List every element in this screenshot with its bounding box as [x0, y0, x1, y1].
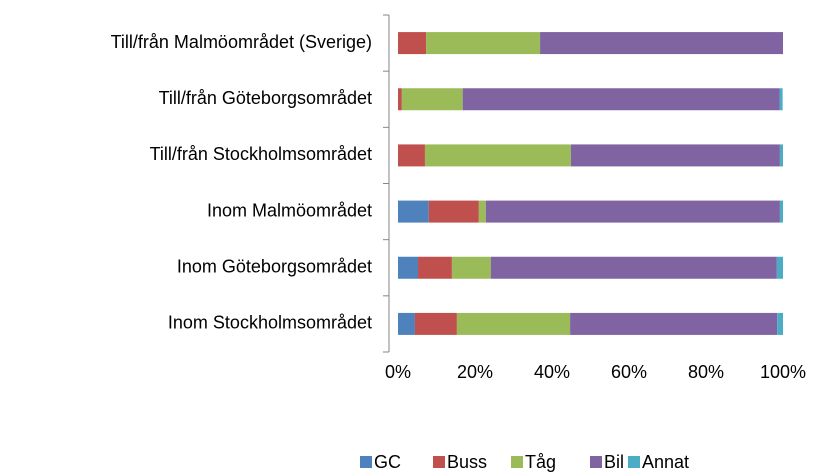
bar-segment — [451, 256, 491, 279]
y-tick-label: Till/från Göteborgsområdet — [159, 88, 372, 108]
bar-segment — [414, 312, 457, 335]
y-tick-label: Till/från Malmöområdet (Sverige) — [111, 32, 372, 52]
legend-swatch — [360, 456, 372, 468]
bar-segment — [398, 200, 429, 223]
x-tick-label: 100% — [760, 362, 806, 382]
y-tick-label: Inom Göteborgsområdet — [177, 257, 372, 277]
bar-segment — [426, 32, 541, 55]
bar-segment — [776, 256, 783, 279]
bar-segment — [418, 256, 452, 279]
bar-segment — [398, 32, 427, 55]
y-tick-label: Inom Malmöområdet — [207, 200, 372, 220]
bar-segment — [398, 256, 419, 279]
legend-label: Tåg — [525, 452, 556, 472]
legend-label: Buss — [447, 452, 487, 472]
bar-segment — [485, 200, 780, 223]
bar-segment — [456, 312, 571, 335]
x-tick-label: 60% — [611, 362, 647, 382]
bar-segment — [490, 256, 777, 279]
bar-segment — [777, 312, 783, 335]
bar-segment — [779, 200, 783, 223]
bar-segment — [570, 144, 780, 167]
x-tick-label: 40% — [534, 362, 570, 382]
legend-label: Annat — [642, 452, 689, 472]
y-tick-label: Till/från Stockholmsområdet — [150, 144, 372, 164]
legend-label: GC — [374, 452, 401, 472]
legend-swatch — [590, 456, 602, 468]
bar-segment — [779, 88, 783, 111]
bar-segment — [478, 200, 486, 223]
legend-swatch — [511, 456, 523, 468]
legend-label: Bil — [604, 452, 624, 472]
bar-segment — [428, 200, 479, 223]
x-tick-label: 80% — [688, 362, 724, 382]
bar-segment — [570, 312, 778, 335]
bar-segment — [779, 144, 783, 167]
bar-segment — [398, 312, 415, 335]
bar-segment — [462, 88, 780, 111]
x-tick-label: 20% — [457, 362, 493, 382]
bar-segment — [540, 32, 783, 55]
x-tick-label: 0% — [385, 362, 411, 382]
bar-segment — [424, 144, 571, 167]
bar-segment — [398, 88, 402, 111]
y-tick-label: Inom Stockholmsområdet — [168, 313, 372, 333]
bar-segment — [398, 144, 425, 167]
bar-segment — [401, 88, 463, 111]
legend-swatch — [628, 456, 640, 468]
legend-swatch — [433, 456, 445, 468]
